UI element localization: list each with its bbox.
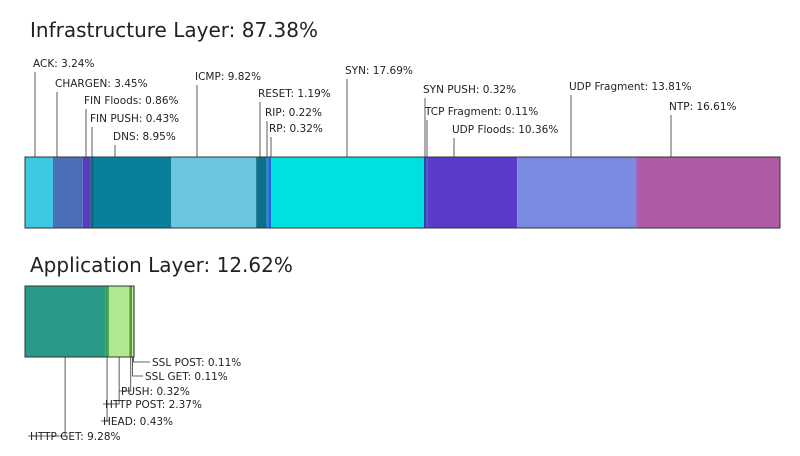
segment-label: TCP Fragment: 0.11% [424, 106, 538, 118]
segment-label: ACK: 3.24% [33, 58, 94, 70]
segment-label: ICMP: 9.82% [195, 71, 261, 83]
bar-outline [24, 285, 135, 358]
leader-line [28, 357, 66, 437]
segment-label: RESET: 1.19% [258, 88, 331, 100]
segment-label: UDP Floods: 10.36% [452, 124, 558, 136]
leader-line [119, 357, 132, 392]
bar-segment [25, 286, 106, 357]
segment-label: HEAD: 0.43% [103, 416, 173, 428]
segment-label: CHARGEN: 3.45% [55, 78, 148, 90]
segment-label: HTTP POST: 2.37% [105, 399, 202, 411]
segment-label: SYN: 17.69% [345, 65, 413, 77]
leader-line [101, 357, 108, 422]
segment-label: RP: 0.32% [269, 123, 323, 135]
bar-segment [268, 157, 272, 228]
chart-title: Application Layer: 12.62% [30, 253, 293, 277]
leader-line [132, 357, 143, 377]
bar-segment [25, 157, 53, 228]
bar-segment [517, 157, 637, 228]
bar-segment [90, 157, 94, 228]
leader-line [103, 357, 120, 405]
segment-label: SYN PUSH: 0.32% [423, 84, 516, 96]
bar-segment [132, 286, 134, 357]
segment-label: DNS: 8.95% [113, 131, 176, 143]
segment-label: UDP Fragment: 13.81% [569, 81, 692, 93]
segment-label: RIP: 0.22% [265, 107, 322, 119]
bar-segment [52, 157, 83, 228]
bar-segment [171, 157, 257, 228]
segment-label: FIN Floods: 0.86% [84, 95, 179, 107]
bar-segment [82, 157, 91, 228]
bar-segment [423, 157, 427, 228]
bar-segment [427, 157, 518, 228]
bar-segment [105, 286, 109, 357]
bar-segment [426, 157, 428, 228]
segment-label: HTTP GET: 9.28% [30, 431, 120, 443]
segment-label: FIN PUSH: 0.43% [90, 113, 179, 125]
segment-label: NTP: 16.61% [669, 101, 737, 113]
segment-label: SSL GET: 0.11% [145, 371, 228, 383]
bar-segment [256, 157, 267, 228]
bar-segment [636, 157, 780, 228]
bar-outline [24, 156, 781, 229]
bar-segment [129, 286, 133, 357]
leader-line [133, 357, 150, 363]
segment-label: PUSH: 0.32% [121, 386, 190, 398]
bar-segment [271, 157, 424, 228]
bar-segment [266, 157, 269, 228]
bar-segment [108, 286, 130, 357]
segment-label: SSL POST: 0.11% [152, 357, 241, 369]
bar-segment [93, 157, 172, 228]
chart-title: Infrastructure Layer: 87.38% [30, 18, 318, 42]
